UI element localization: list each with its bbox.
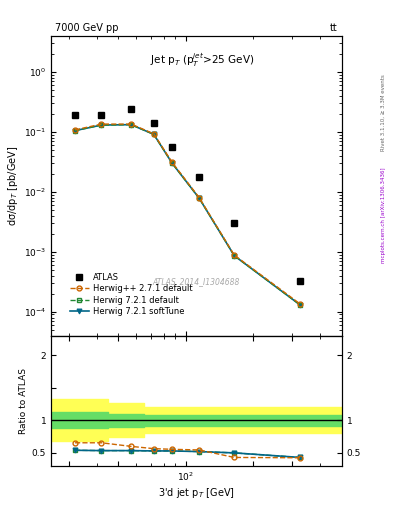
Herwig 7.2.1 softTune <box>197 195 202 201</box>
Herwig 7.2.1 default <box>232 252 237 259</box>
Line: Herwig 7.2.1 softTune: Herwig 7.2.1 softTune <box>73 122 303 307</box>
Herwig 7.2.1 default <box>151 131 156 137</box>
Herwig 7.2.1 default <box>170 160 174 166</box>
Herwig 7.2.1 softTune <box>151 131 156 137</box>
ATLAS <box>129 106 134 112</box>
Herwig 7.2.1 default <box>129 121 134 127</box>
Legend: ATLAS, Herwig++ 2.7.1 default, Herwig 7.2.1 default, Herwig 7.2.1 softTune: ATLAS, Herwig++ 2.7.1 default, Herwig 7.… <box>67 269 196 319</box>
ATLAS <box>298 279 303 285</box>
Herwig 7.2.1 default <box>298 302 303 308</box>
ATLAS <box>151 120 156 126</box>
Herwig++ 2.7.1 default <box>129 121 134 127</box>
Herwig++ 2.7.1 default <box>170 159 174 165</box>
Line: Herwig 7.2.1 default: Herwig 7.2.1 default <box>73 122 303 307</box>
ATLAS <box>73 112 77 118</box>
Line: Herwig++ 2.7.1 default: Herwig++ 2.7.1 default <box>73 122 303 306</box>
Herwig 7.2.1 softTune <box>170 160 174 166</box>
X-axis label: 3'd jet p$_T$ [GeV]: 3'd jet p$_T$ [GeV] <box>158 486 235 500</box>
Herwig++ 2.7.1 default <box>73 127 77 133</box>
Text: mcplots.cern.ch [arXiv:1306.3436]: mcplots.cern.ch [arXiv:1306.3436] <box>381 167 386 263</box>
Text: tt: tt <box>330 23 338 33</box>
Text: ATLAS_2014_I1304688: ATLAS_2014_I1304688 <box>153 277 240 286</box>
Herwig 7.2.1 softTune <box>298 302 303 308</box>
ATLAS <box>197 174 202 180</box>
Line: ATLAS: ATLAS <box>72 106 303 285</box>
Herwig 7.2.1 softTune <box>232 252 237 259</box>
Herwig++ 2.7.1 default <box>197 195 202 201</box>
Text: 7000 GeV pp: 7000 GeV pp <box>55 23 119 33</box>
Herwig++ 2.7.1 default <box>151 131 156 137</box>
ATLAS <box>232 220 237 226</box>
Herwig 7.2.1 softTune <box>129 121 134 127</box>
Y-axis label: Ratio to ATLAS: Ratio to ATLAS <box>19 368 28 434</box>
ATLAS <box>170 144 174 151</box>
Text: Jet p$_T$ (p$_T^{jet}$>25 GeV): Jet p$_T$ (p$_T^{jet}$>25 GeV) <box>150 51 254 69</box>
Herwig 7.2.1 default <box>99 122 104 128</box>
Herwig 7.2.1 softTune <box>73 127 77 134</box>
Y-axis label: dσ/dp$_T$ [pb/GeV]: dσ/dp$_T$ [pb/GeV] <box>6 145 20 226</box>
Herwig++ 2.7.1 default <box>232 252 237 258</box>
Herwig 7.2.1 default <box>73 127 77 134</box>
Text: Rivet 3.1.10, ≥ 3.3M events: Rivet 3.1.10, ≥ 3.3M events <box>381 74 386 151</box>
ATLAS <box>99 112 104 118</box>
Herwig++ 2.7.1 default <box>99 121 104 127</box>
Herwig++ 2.7.1 default <box>298 301 303 307</box>
Herwig 7.2.1 softTune <box>99 122 104 128</box>
Herwig 7.2.1 default <box>197 195 202 201</box>
